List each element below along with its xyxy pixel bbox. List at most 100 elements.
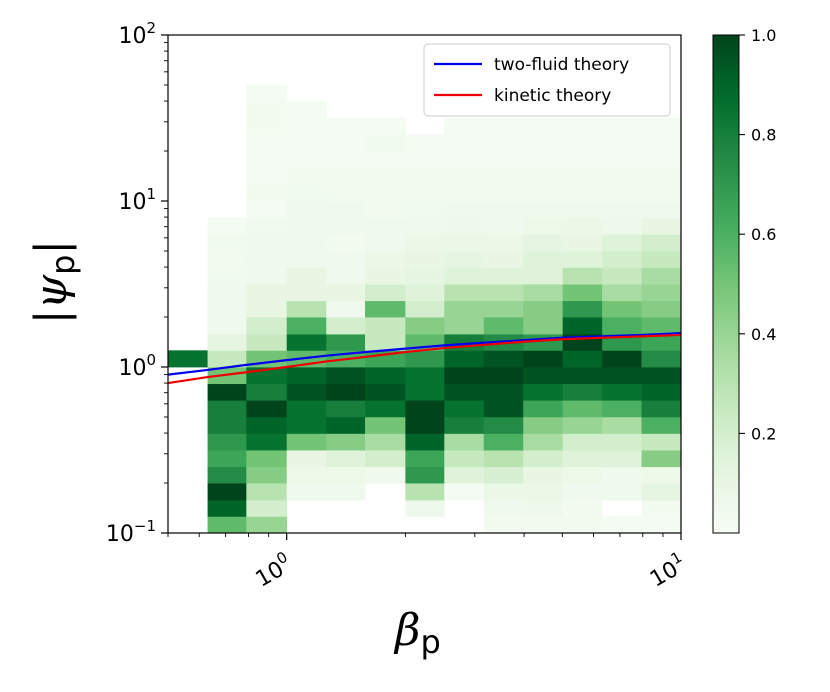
- heatmap-cell: [207, 300, 247, 318]
- heatmap-cell: [365, 466, 406, 484]
- y-axis-label: |ψp|: [26, 240, 82, 324]
- heatmap-cell: [365, 433, 406, 451]
- y-axis-label-subscript: p: [44, 255, 82, 275]
- heatmap-cell: [326, 450, 366, 468]
- heatmap-cell: [562, 350, 603, 368]
- heatmap-cell: [483, 284, 524, 302]
- heatmap-cell: [365, 416, 406, 434]
- heatmap-cell: [365, 284, 406, 302]
- heatmap-cell: [246, 433, 288, 451]
- heatmap-cell: [405, 201, 445, 219]
- heatmap-cell: [405, 300, 445, 318]
- x-tick-label: 101: [643, 548, 691, 593]
- heatmap-cell: [641, 234, 682, 252]
- heatmap-cell: [444, 250, 485, 268]
- theory-curves: [167, 332, 682, 385]
- heatmap-cell: [641, 250, 682, 268]
- heatmap-cell: [523, 350, 564, 368]
- heatmap-cell: [562, 284, 603, 302]
- heatmap-cell: [523, 118, 564, 136]
- heatmap-cell: [365, 151, 406, 169]
- y-tick-label: 100: [118, 351, 156, 381]
- heatmap-cell: [286, 300, 327, 318]
- heatmap-cell: [207, 334, 247, 351]
- heatmap-cell: [641, 400, 682, 418]
- plot-area: [167, 34, 682, 534]
- heatmap-cell: [483, 300, 524, 318]
- heatmap-cell: [207, 350, 247, 368]
- heatmap-cell: [365, 450, 406, 468]
- heatmap-cell: [483, 217, 524, 235]
- heatmap-cell: [523, 168, 564, 185]
- heatmap-cell: [483, 466, 524, 484]
- heatmap-cell: [405, 284, 445, 302]
- heatmap-cell: [326, 300, 366, 318]
- heatmap-cell: [207, 466, 247, 484]
- heatmap-cell: [483, 250, 524, 268]
- heatmap-cell: [365, 168, 406, 185]
- heatmap-cell: [246, 168, 288, 185]
- series-line-two-fluid-theory: [167, 332, 682, 376]
- heatmap-cell: [444, 168, 485, 185]
- heatmap-cell: [365, 317, 406, 335]
- heatmap-cell: [641, 284, 682, 302]
- heatmap-cell: [246, 383, 288, 401]
- heatmap-cell: [286, 184, 327, 202]
- heatmap-cell: [641, 383, 682, 401]
- heatmap-cell: [562, 450, 603, 468]
- heatmap-cell: [246, 483, 288, 501]
- heatmap-cell: [405, 267, 445, 285]
- heatmap-cell: [483, 184, 524, 202]
- heatmap-cell: [483, 168, 524, 185]
- heatmap-cell: [246, 317, 288, 335]
- heatmap-cell: [602, 367, 642, 385]
- heatmap-cell: [602, 118, 642, 136]
- heatmap-cell: [326, 134, 366, 152]
- heatmap-cell: [641, 334, 682, 351]
- legend-label-kinetic: kinetic theory: [494, 86, 611, 106]
- heatmap-cell: [246, 300, 288, 318]
- heatmap-cell: [602, 317, 642, 335]
- y-axis-ticks: 10−1 100 101 102: [106, 19, 168, 547]
- heatmap-cell: [444, 433, 485, 451]
- heatmap-cell: [523, 466, 564, 484]
- heatmap-cell: [365, 184, 406, 202]
- heatmap-cell: [326, 367, 366, 385]
- heatmap-cell: [286, 284, 327, 302]
- colorbar-tick-label: 0.6: [751, 225, 776, 244]
- heatmap-cell: [444, 284, 485, 302]
- heatmap-cell: [483, 367, 524, 385]
- heatmap-cell: [562, 466, 603, 484]
- heatmap-cell: [405, 433, 445, 451]
- colorbar-ticks: 0.2 0.4 0.6 0.8 1.0: [739, 26, 776, 443]
- heatmap-cell: [207, 483, 247, 501]
- heatmap-cell: [444, 201, 485, 219]
- heatmap-cell: [286, 400, 327, 418]
- heatmap-cell: [246, 101, 288, 119]
- heatmap-cell: [286, 483, 327, 501]
- colorbar-gradient: [712, 34, 740, 534]
- heatmap-cell: [246, 201, 288, 219]
- heatmap-cell: [405, 466, 445, 484]
- heatmap-cell: [562, 267, 603, 285]
- heatmap-cell: [207, 317, 247, 335]
- heatmap-cell: [562, 416, 603, 434]
- heatmap-cell: [523, 516, 564, 534]
- colorbar-tick-label: 1.0: [751, 26, 776, 45]
- heatmap-cell: [483, 400, 524, 418]
- heatmap-cell: [207, 416, 247, 434]
- heatmap-cell: [365, 234, 406, 252]
- x-axis-ticks: 100 101: [167, 533, 691, 593]
- heatmap-cell: [207, 234, 247, 252]
- heatmap-cell: [523, 284, 564, 302]
- heatmap-cell: [326, 483, 366, 501]
- heatmap-cell: [641, 433, 682, 451]
- heatmap-cell: [523, 201, 564, 219]
- heatmap-cell: [602, 284, 642, 302]
- heatmap-cell: [602, 201, 642, 219]
- heatmap-cell: [365, 267, 406, 285]
- heatmap-cell: [562, 201, 603, 219]
- heatmap-cell: [326, 416, 366, 434]
- y-axis-label-close: |: [26, 240, 77, 255]
- heatmap-cell: [286, 450, 327, 468]
